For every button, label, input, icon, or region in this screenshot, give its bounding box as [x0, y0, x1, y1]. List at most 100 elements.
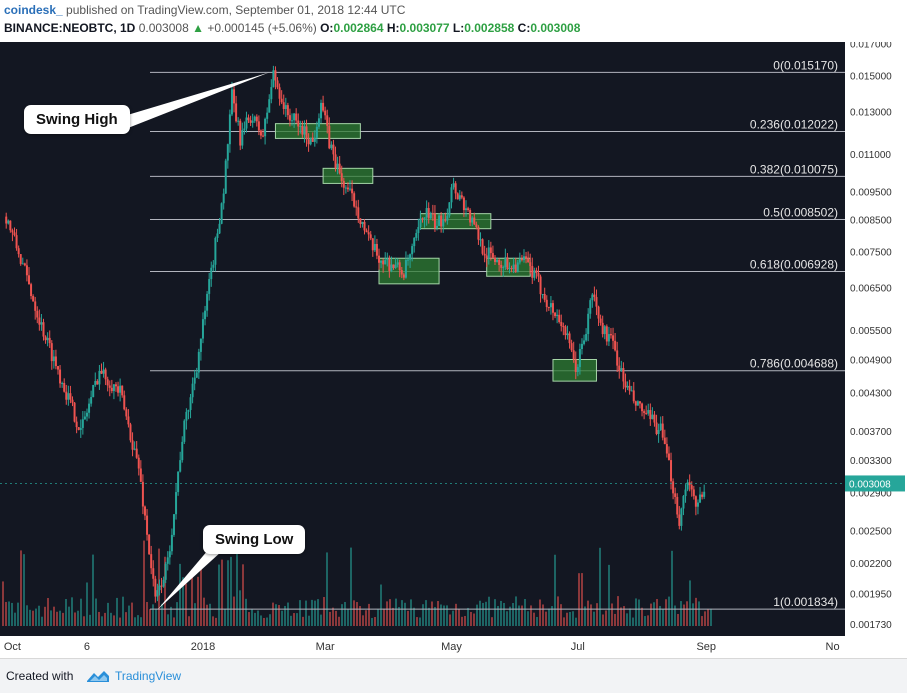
volume-bar	[230, 556, 232, 626]
candle-body	[510, 268, 513, 270]
y-tick-label: 0.001950	[850, 590, 892, 601]
candle-body	[558, 314, 561, 323]
y-tick-label: 0.006500	[850, 284, 892, 295]
candle-body	[67, 393, 70, 400]
candle-body	[674, 493, 677, 497]
candle-body	[676, 496, 679, 515]
candle-body	[189, 397, 192, 411]
volume-bar	[587, 600, 589, 626]
price-chart[interactable]: 0(0.015170) 0.236(0.012022) 0.382(0.010075…	[0, 42, 907, 658]
tradingview-logo-icon[interactable]	[86, 668, 110, 684]
candle-body	[516, 262, 519, 273]
volume-bar	[545, 611, 547, 626]
volume-bar	[515, 596, 517, 626]
volume-bar	[140, 617, 142, 626]
volume-bar	[287, 602, 289, 626]
candle-body	[214, 237, 217, 265]
volume-bar	[695, 597, 697, 626]
candle-body	[520, 258, 523, 261]
candle-body	[257, 121, 260, 131]
candle-body	[512, 264, 515, 270]
candle-body	[690, 485, 693, 490]
candle-body	[320, 102, 323, 119]
up-arrow-icon: ▲	[192, 21, 204, 35]
candle-body	[239, 120, 242, 146]
volume-bar	[11, 602, 13, 626]
candle-body	[38, 317, 41, 325]
volume-bar	[65, 599, 67, 626]
candle-body	[624, 381, 627, 388]
volume-bar	[482, 602, 484, 626]
candle-body	[112, 384, 115, 392]
candle-body	[135, 448, 138, 458]
volume-bar	[485, 601, 487, 626]
volume-bar	[350, 547, 352, 626]
volume-bar	[26, 605, 28, 626]
volume-bar	[512, 603, 514, 626]
volume-bar	[464, 615, 466, 626]
candle-body	[373, 243, 376, 251]
candle-body	[160, 585, 163, 587]
volume-bar	[653, 602, 655, 626]
candle-body	[547, 307, 550, 309]
candle-body	[158, 585, 161, 591]
candle-body	[139, 468, 142, 482]
candle-body	[485, 255, 488, 259]
candle-body	[400, 270, 403, 275]
volume-bar	[560, 604, 562, 626]
candle-body	[59, 369, 62, 384]
candle-body	[605, 326, 608, 342]
tradingview-brand[interactable]: TradingView	[115, 669, 182, 683]
candle-body	[351, 188, 354, 194]
candle-body	[152, 568, 155, 579]
volume-bar	[29, 609, 31, 626]
candle-body	[429, 213, 432, 219]
candle-body	[493, 257, 496, 262]
volume-bar	[14, 612, 16, 626]
candle-body	[589, 300, 592, 314]
candle-body	[448, 202, 451, 216]
candle-body	[481, 239, 484, 254]
volume-bar	[308, 615, 310, 626]
volume-bar	[248, 612, 250, 626]
plot-background	[0, 42, 845, 636]
y-tick-label: 0.013000	[850, 108, 892, 119]
candle-body	[293, 113, 296, 121]
symbol-label: BINANCE:NEOBTC, 1D	[4, 21, 136, 35]
volume-bar	[404, 602, 406, 626]
swing-high-callout: Swing High	[24, 105, 130, 134]
y-tick-label: 0.007500	[850, 247, 892, 258]
candle-body	[83, 416, 86, 420]
candle-body	[181, 441, 184, 461]
candle-body	[63, 382, 66, 392]
candle-body	[328, 125, 331, 149]
candle-body	[622, 368, 625, 382]
candle-body	[576, 367, 579, 372]
volume-bar	[197, 576, 199, 626]
volume-bar	[236, 549, 238, 626]
candle-body	[663, 437, 666, 445]
candle-body	[580, 343, 583, 350]
volume-bar	[593, 611, 595, 626]
candle-body	[50, 343, 53, 362]
volume-bar	[500, 600, 502, 626]
candle-body	[595, 296, 598, 307]
volume-bar	[173, 617, 175, 626]
volume-bar	[68, 606, 70, 626]
candle-body	[291, 120, 294, 122]
volume-bar	[380, 584, 382, 626]
candle-body	[210, 267, 213, 280]
volume-bar	[20, 550, 22, 626]
volume-bar	[383, 608, 385, 626]
volume-bar	[419, 617, 421, 626]
candle-body	[98, 370, 101, 385]
volume-bar	[407, 610, 409, 626]
candle-body	[384, 259, 387, 265]
author-name[interactable]: coindesk_	[4, 3, 63, 17]
candle-body	[574, 359, 577, 372]
volume-bar	[323, 596, 325, 626]
candle-body	[237, 120, 240, 122]
candle-body	[568, 333, 571, 344]
candle-body	[117, 386, 120, 393]
volume-bar	[149, 609, 151, 626]
